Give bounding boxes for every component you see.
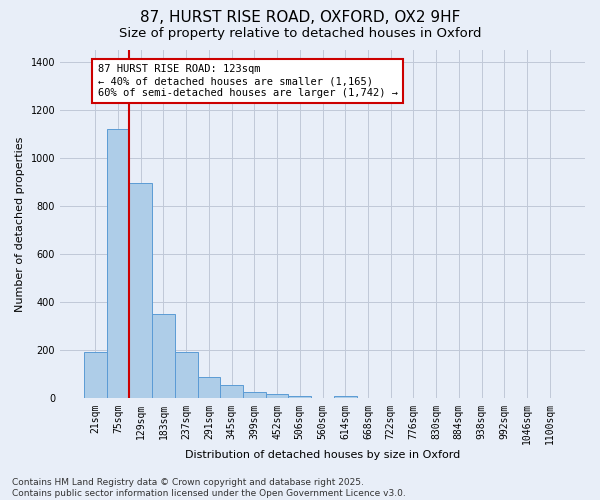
Bar [84,352,107,399]
Text: 87, HURST RISE ROAD, OXFORD, OX2 9HF: 87, HURST RISE ROAD, OXFORD, OX2 9HF [140,10,460,25]
Bar [334,396,356,398]
Bar [175,352,197,399]
Bar [107,130,130,398]
Bar [243,392,266,398]
Bar [266,394,289,398]
Text: Contains HM Land Registry data © Crown copyright and database right 2025.
Contai: Contains HM Land Registry data © Crown c… [12,478,406,498]
Bar [152,314,175,398]
Bar [197,377,220,398]
Text: Size of property relative to detached houses in Oxford: Size of property relative to detached ho… [119,28,481,40]
Y-axis label: Number of detached properties: Number of detached properties [15,136,25,312]
Bar [130,184,152,398]
X-axis label: Distribution of detached houses by size in Oxford: Distribution of detached houses by size … [185,450,460,460]
Text: 87 HURST RISE ROAD: 123sqm
← 40% of detached houses are smaller (1,165)
60% of s: 87 HURST RISE ROAD: 123sqm ← 40% of deta… [98,64,398,98]
Bar [220,385,243,398]
Bar [289,396,311,398]
